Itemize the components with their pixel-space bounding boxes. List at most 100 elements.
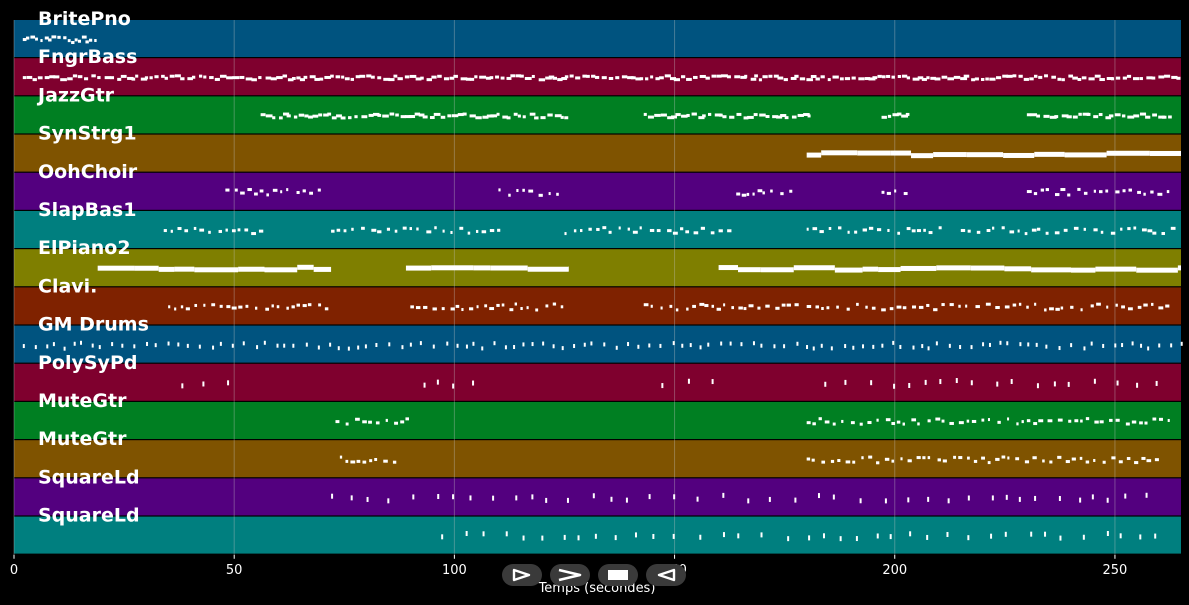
note: [564, 232, 567, 236]
x-tick-label: 50: [226, 563, 243, 578]
note: [890, 150, 912, 156]
note: [186, 343, 189, 348]
note: [1033, 192, 1038, 196]
note: [707, 112, 712, 116]
rewind-button[interactable]: [646, 564, 686, 586]
note: [941, 419, 945, 423]
note: [738, 306, 743, 310]
note: [794, 497, 797, 503]
forward-button[interactable]: [550, 564, 590, 586]
note: [608, 230, 612, 234]
note: [689, 343, 692, 348]
note: [847, 230, 850, 234]
note: [922, 456, 926, 460]
note: [356, 459, 361, 463]
note: [752, 192, 755, 196]
note: [881, 190, 885, 194]
note: [1122, 76, 1127, 80]
note: [645, 77, 649, 81]
note: [26, 75, 33, 79]
note: [318, 303, 322, 307]
note: [548, 75, 555, 79]
note: [272, 188, 278, 192]
note: [276, 343, 279, 348]
note: [1082, 534, 1085, 540]
note: [564, 75, 569, 79]
note: [180, 305, 184, 309]
note: [1019, 342, 1022, 347]
note: [276, 305, 280, 309]
note: [351, 227, 354, 231]
note: [946, 531, 949, 537]
note: [443, 77, 450, 81]
note: [340, 116, 346, 120]
note: [402, 226, 407, 230]
note: [174, 266, 195, 272]
note: [1139, 112, 1147, 116]
note: [824, 381, 827, 387]
note: [260, 113, 266, 117]
note: [672, 533, 675, 539]
note: [382, 114, 389, 118]
note: [271, 304, 274, 308]
note: [547, 113, 553, 117]
note: [762, 75, 768, 79]
note: [720, 341, 723, 346]
note: [1119, 533, 1122, 539]
note: [1170, 343, 1173, 348]
note: [992, 226, 995, 230]
note: [394, 421, 399, 425]
note: [1036, 227, 1041, 231]
note: [1140, 343, 1143, 348]
note: [472, 341, 475, 346]
note: [1116, 380, 1119, 386]
note: [949, 421, 954, 425]
note: [174, 307, 177, 311]
stop-button[interactable]: [598, 564, 638, 586]
note: [909, 531, 912, 537]
note: [859, 422, 863, 426]
note: [681, 75, 686, 79]
note: [1126, 74, 1132, 78]
note: [911, 229, 916, 233]
note: [669, 304, 673, 308]
note: [1060, 306, 1064, 310]
note: [1099, 420, 1104, 424]
note: [309, 191, 314, 195]
note: [244, 228, 249, 232]
note: [276, 76, 283, 80]
x-tick-label: 100: [442, 563, 467, 578]
note: [656, 229, 661, 233]
note: [489, 76, 494, 80]
note: [634, 532, 637, 538]
note: [971, 78, 976, 82]
note: [921, 344, 924, 349]
play-button[interactable]: [502, 564, 542, 586]
note: [1026, 113, 1032, 117]
note: [266, 193, 269, 197]
note: [876, 461, 880, 465]
note: [799, 77, 806, 81]
note: [548, 192, 551, 196]
note: [887, 114, 892, 118]
note: [716, 307, 721, 311]
note: [731, 306, 735, 310]
note: [806, 457, 811, 461]
note: [949, 303, 954, 307]
note: [821, 460, 826, 464]
note: [1137, 190, 1141, 194]
note: [884, 457, 890, 461]
note: [497, 228, 501, 232]
note: [878, 267, 901, 273]
note: [1136, 267, 1178, 273]
note: [1137, 305, 1142, 309]
note: [331, 493, 334, 499]
note: [1122, 189, 1126, 193]
note: [601, 76, 607, 80]
note: [1165, 304, 1170, 308]
note: [375, 342, 378, 347]
note: [475, 229, 479, 233]
note: [154, 343, 157, 348]
note: [995, 457, 1000, 461]
note: [901, 114, 909, 118]
